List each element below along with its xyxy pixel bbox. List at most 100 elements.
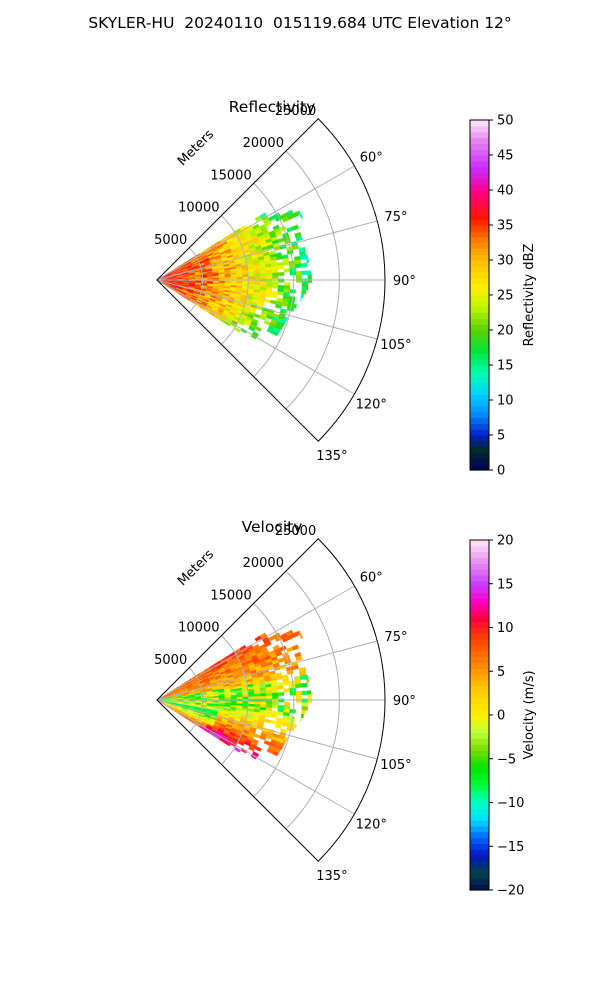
colorbar-swatch [470, 825, 489, 833]
radial-tick-label: 15000 [210, 588, 251, 603]
radar-gate [293, 724, 297, 729]
colorbar-swatch [470, 417, 489, 424]
colorbar-swatch [470, 586, 489, 594]
radar-gate [283, 702, 291, 706]
radar-gate [236, 696, 243, 700]
radar-gate [300, 262, 308, 268]
radar-gate [224, 320, 231, 327]
radar-gate [301, 270, 308, 276]
colorbar-swatch [470, 598, 489, 605]
radar-gate [277, 237, 285, 243]
radial-tick-label: 25000 [275, 524, 316, 539]
azimuth-gridline [156, 165, 355, 281]
radar-gate [272, 281, 279, 286]
radar-gate [295, 274, 303, 279]
colorbar-swatch [470, 335, 489, 343]
colorbar-swatch [470, 265, 489, 273]
colorbar-swatch [470, 207, 489, 214]
colorbar-tick-label: 20 [497, 534, 514, 549]
radar-gate [272, 692, 279, 697]
colorbar-swatch [470, 160, 489, 168]
radar-gate [272, 272, 279, 277]
radar-gate [282, 319, 287, 325]
radial-axis-label: Meters [175, 127, 217, 169]
radar-gate [283, 282, 291, 286]
colorbar-swatch [470, 744, 489, 751]
colorbar-swatch [470, 557, 489, 564]
colorbar-swatch [470, 347, 489, 354]
colorbar-swatch [470, 680, 489, 687]
azimuth-tick-labels: 60° 75° 90° 105° 120° 135° [316, 150, 416, 464]
radar-gate [283, 316, 288, 322]
page-title: SKYLER-HU 20240110 015119.684 UTC Elevat… [88, 14, 512, 32]
colorbar-tick-label: 5 [497, 429, 505, 444]
colorbar-swatch [470, 610, 489, 617]
colorbar-swatch [470, 645, 489, 652]
colorbar-swatch [470, 289, 489, 296]
colorbar-tick-label: 25 [497, 289, 514, 304]
radar-gate [301, 709, 307, 715]
radar-gate [306, 258, 310, 264]
colorbar-swatch [470, 260, 489, 267]
radar-gate [299, 634, 304, 639]
azimuth-tick-label: 120° [356, 398, 387, 413]
colorbar-swatch [470, 592, 489, 599]
colorbar-swatch [470, 575, 489, 582]
radar-gate [283, 705, 291, 710]
radar-gate [282, 681, 290, 686]
radar-gate [307, 690, 312, 695]
colorbar-swatch [470, 137, 489, 144]
radar-gate [295, 694, 303, 699]
radar-gate [254, 693, 261, 697]
radar-gate [280, 746, 283, 751]
colorbar-swatch [470, 872, 489, 879]
radar-gate [277, 265, 284, 270]
radar-gate [254, 281, 261, 285]
radial-tick-label: 20000 [243, 556, 284, 571]
colorbar-swatch [470, 312, 489, 319]
radar-gate [272, 750, 279, 757]
velocity-panel: Velocity 5000 10000 15000 20000 25000 60° 75°… [154, 518, 537, 899]
radar-gate [277, 685, 284, 690]
azimuth-tick-label: 75° [384, 210, 407, 225]
radar-gate [281, 743, 285, 748]
polar-frame [156, 538, 386, 862]
radar-gate [260, 276, 267, 280]
azimuth-tick-label: 75° [384, 630, 407, 645]
radar-gate [295, 698, 303, 703]
radar-gate [289, 264, 296, 269]
radar-gate [301, 282, 309, 287]
colorbar-swatch [470, 668, 489, 675]
radar-gate [266, 272, 273, 277]
colorbar-tick-label: 45 [497, 149, 514, 164]
colorbar-swatch [470, 750, 489, 757]
radar-gate [264, 298, 271, 304]
radar-gate [254, 326, 262, 332]
colorbar-tick-label: −20 [497, 884, 524, 899]
colorbar-swatch [470, 300, 489, 308]
panel-title: Velocity [242, 518, 303, 536]
colorbar-swatch [470, 884, 489, 891]
radar-gate [252, 751, 260, 758]
colorbar-swatch [470, 225, 489, 232]
radar-gate [264, 221, 272, 228]
colorbar-swatch [470, 761, 489, 769]
radar-gate [301, 690, 308, 696]
radar-gate [277, 692, 285, 696]
colorbar-swatch [470, 370, 489, 378]
colorbar-swatch [470, 779, 489, 786]
radar-gate [306, 678, 310, 684]
colorbar-swatch [470, 178, 489, 185]
radar-gate [248, 273, 255, 277]
radar-gate [254, 696, 261, 700]
colorbar-swatch [470, 149, 489, 156]
radar-gate [277, 272, 285, 276]
colorbar-swatch [470, 796, 489, 804]
radial-tick-label: 20000 [243, 136, 284, 151]
radar-gate [271, 269, 279, 274]
reflectivity-colorbar: 0 5 10 15 20 25 30 35 40 45 50 Reflectivity dBZ [469, 114, 537, 479]
radar-gate [280, 326, 283, 331]
radar-gate [301, 289, 307, 295]
azimuth-gridline [156, 699, 355, 815]
radar-gate [253, 313, 261, 319]
